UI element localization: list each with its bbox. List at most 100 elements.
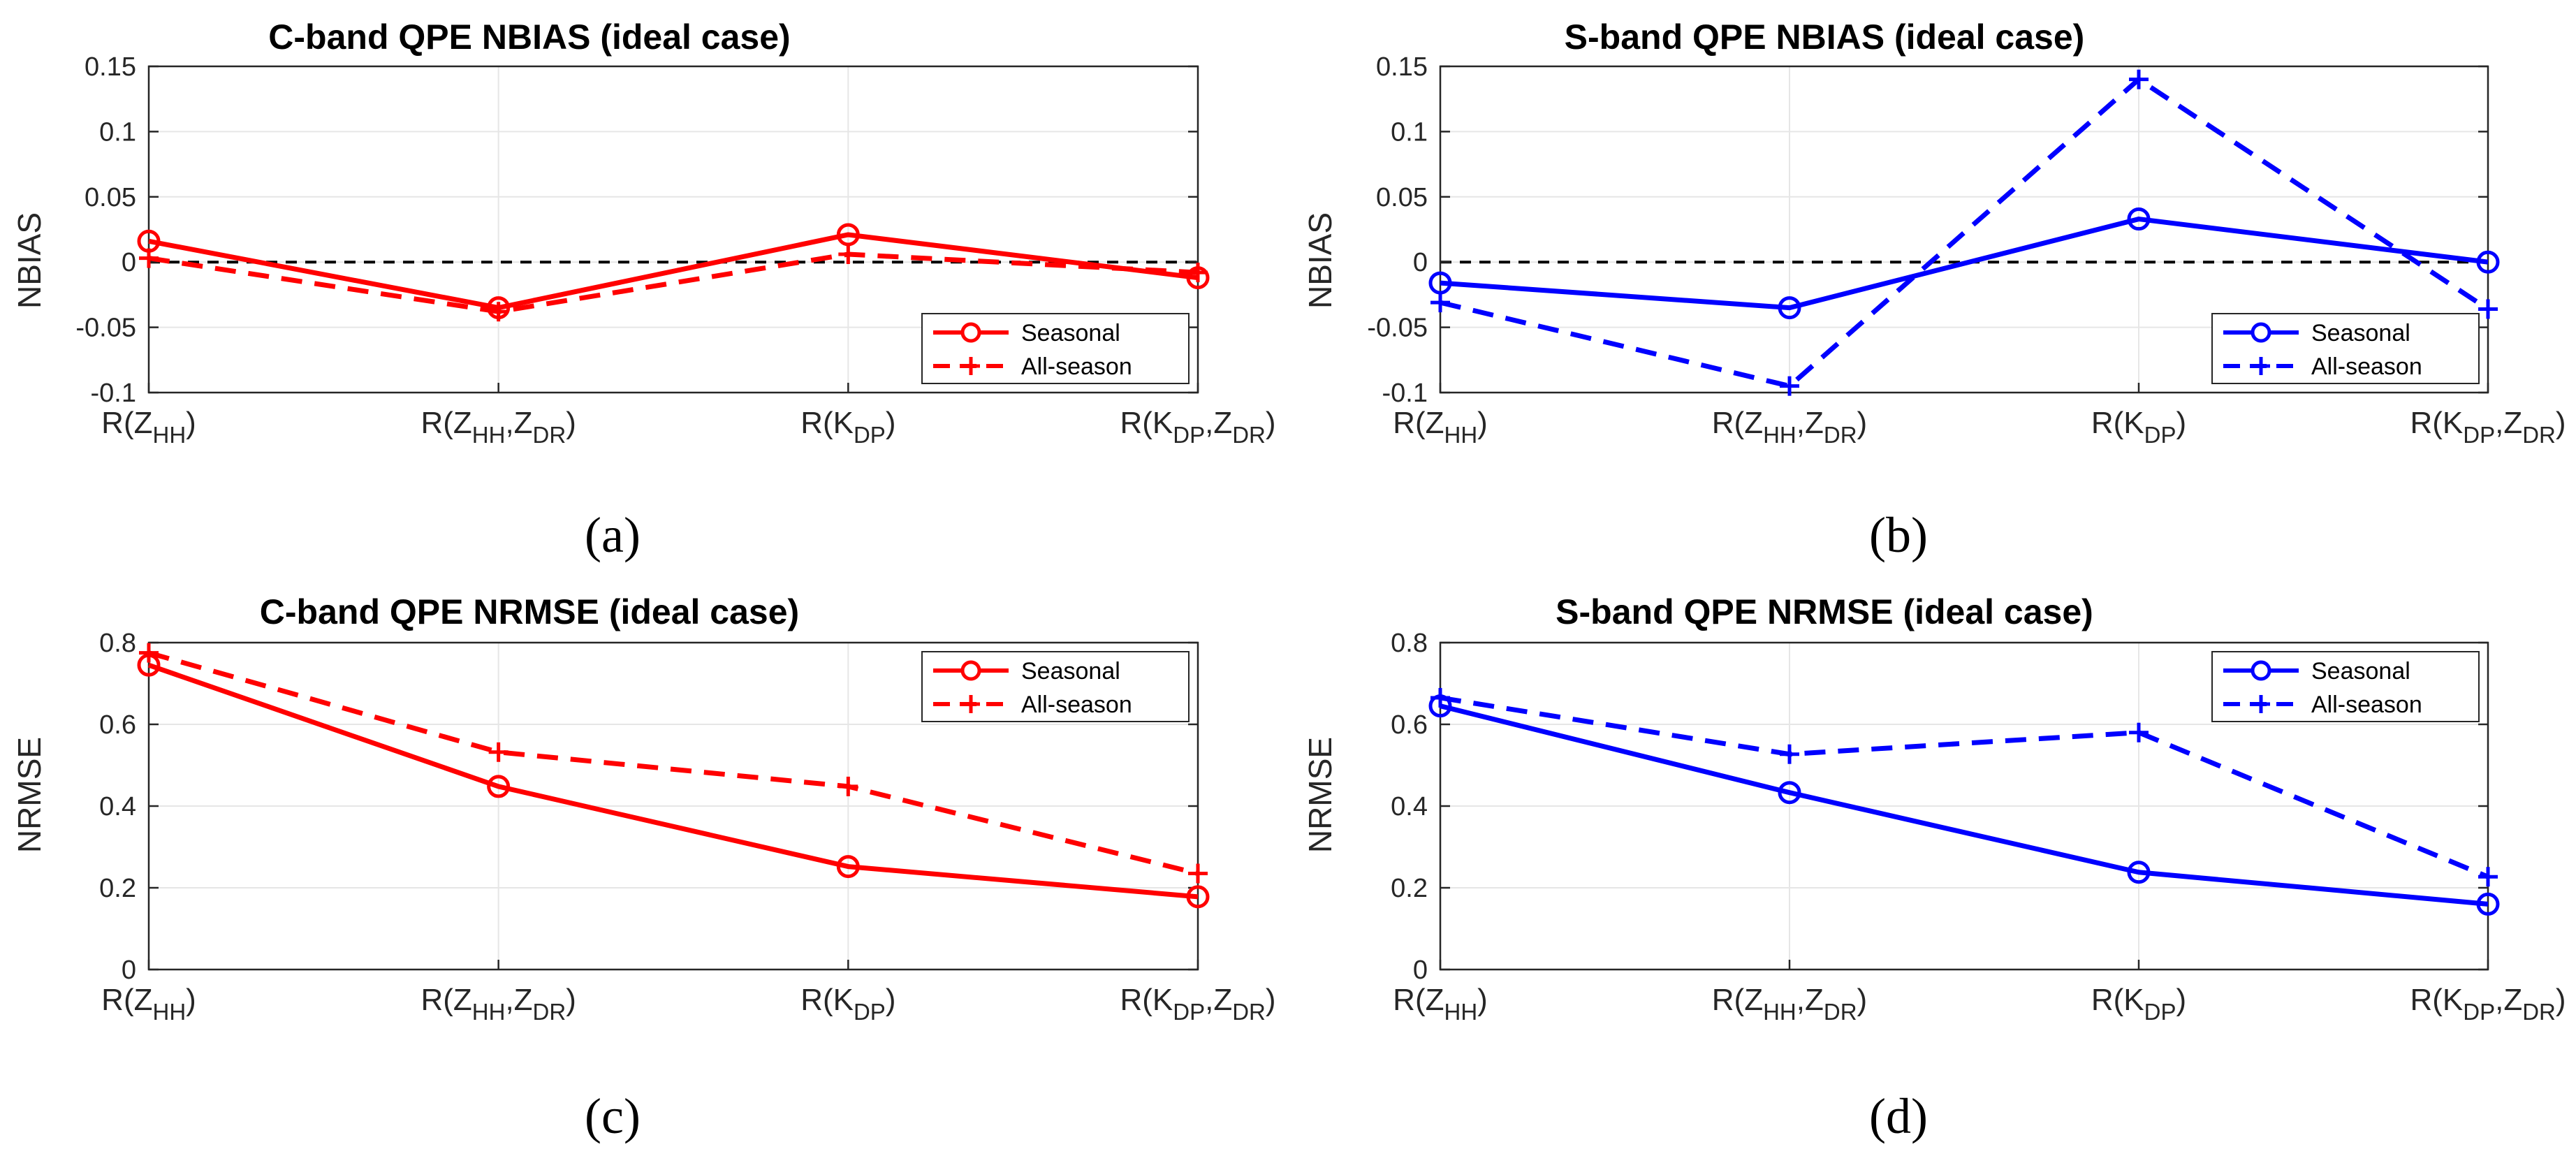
data-point-all-season (1430, 293, 1450, 313)
data-point-seasonal (836, 223, 860, 247)
panel-a-ylabel: NBIAS (11, 212, 47, 309)
series-line-seasonal (148, 232, 1199, 311)
panel-b: S-band QPE NBIAS (ideal case) (b) NBIAS (1302, 17, 2084, 563)
legend-label-seasonal: Seasonal (2311, 320, 2410, 346)
x-tick-label: R(ZHH,ZDR) (1712, 983, 1867, 1025)
y-tick-label: 0.15 (1376, 52, 1428, 82)
legend-marker (960, 660, 981, 681)
legend-marker (2251, 322, 2271, 343)
data-point-all-season (1780, 744, 1799, 764)
data-point-all-season (1188, 863, 1208, 884)
y-tick-label: 0.1 (1391, 117, 1428, 147)
x-tick-label: R(ZHH) (1393, 406, 1488, 448)
x-tick-label: R(ZHH,ZDR) (420, 406, 576, 448)
y-tick-label: -0.1 (1382, 379, 1428, 408)
legend-label-all-season: All-season (2311, 353, 2422, 380)
y-tick-label: -0.05 (1367, 314, 1428, 343)
axes-box (147, 65, 1199, 394)
panel-d-ylabel: NRMSE (1302, 737, 1338, 853)
data-point-seasonal (1778, 296, 1801, 320)
y-tick-label: 0.1 (99, 117, 136, 147)
data-point-seasonal (1186, 885, 1210, 909)
x-tick-label: R(KDP,ZDR) (2410, 406, 2566, 448)
data-point-seasonal (2127, 207, 2151, 231)
panel-d-title: S-band QPE NRMSE (ideal case) (1556, 592, 2093, 631)
legend-marker (2252, 357, 2270, 375)
panel-d-label: (d) (1869, 1088, 1928, 1144)
x-tick-label: R(ZHH) (101, 983, 196, 1025)
axes-box (1439, 65, 2489, 394)
legend: Seasonal All-season (2211, 651, 2480, 722)
legend-marker (2252, 695, 2270, 713)
series-line-seasonal (147, 662, 1199, 900)
series-line-seasonal (1440, 703, 2489, 907)
y-tick-label: -0.05 (75, 314, 136, 343)
data-point-all-season (1430, 687, 1450, 708)
y-tick-label: 0.6 (1391, 710, 1428, 740)
panel-d-axes: 0 0.2 0.4 0.6 0.8 R(ZHH) R(ZHH,ZDR) R(KDP) R(KDP… (1391, 629, 2566, 1025)
y-tick-label: 0 (122, 956, 136, 985)
y-tick-label: 0.6 (99, 710, 136, 740)
x-tick-label: R(KDP,ZDR) (1120, 983, 1275, 1025)
legend-label-seasonal: Seasonal (1021, 320, 1120, 346)
x-tick-label: R(KDP) (800, 406, 895, 448)
data-point-all-season (488, 742, 508, 762)
x-tick-label: R(ZHH) (1393, 983, 1488, 1025)
data-point-seasonal (487, 775, 511, 798)
x-tick-label: R(KDP) (2091, 983, 2186, 1025)
panel-a-label: (a) (585, 507, 641, 563)
x-tick-label: R(KDP,ZDR) (1120, 406, 1275, 448)
y-tick-label: 0 (1413, 956, 1428, 985)
legend: Seasonal All-season (921, 313, 1190, 384)
legend-label-seasonal: Seasonal (1021, 658, 1120, 685)
y-tick-label: 0.05 (85, 183, 136, 212)
legend-label-all-season: All-season (1021, 692, 1132, 718)
panel-c-title: C-band QPE NRMSE (ideal case) (260, 592, 799, 631)
legend-marker (962, 695, 980, 713)
panel-c-axes: 0 0.2 0.4 0.6 0.8 R(ZHH) R(ZHH,ZDR) R(KDP) R(KDP… (99, 629, 1275, 1025)
data-point-all-season (1780, 376, 1799, 396)
panel-b-label: (b) (1869, 507, 1928, 563)
legend-label-seasonal: Seasonal (2311, 658, 2410, 685)
y-tick-label: 0 (1413, 248, 1428, 277)
x-tick-label: R(ZHH) (101, 406, 196, 448)
data-point-seasonal (1778, 781, 1801, 805)
data-point-seasonal (2476, 892, 2500, 916)
panel-b-title: S-band QPE NBIAS (ideal case) (1565, 17, 2085, 57)
y-tick-label: 0.4 (1391, 792, 1428, 821)
x-tick-label: R(ZHH,ZDR) (1712, 406, 1867, 448)
series-line-seasonal (1440, 217, 2489, 311)
legend-marker (2251, 660, 2271, 681)
x-tick-label: R(KDP) (2091, 406, 2186, 448)
data-point-all-season (2129, 722, 2149, 743)
x-tick-label: R(KDP) (800, 983, 895, 1025)
y-tick-label: 0.8 (1391, 629, 1428, 658)
legend-marker (960, 322, 981, 343)
y-tick-label: 0.15 (85, 52, 136, 82)
y-tick-label: 0.2 (1391, 874, 1428, 903)
panel-b-ylabel: NBIAS (1302, 212, 1338, 309)
legend-label-all-season: All-season (2311, 692, 2422, 718)
y-tick-label: 0.8 (99, 629, 136, 658)
data-point-seasonal (836, 855, 860, 879)
data-point-all-season (1188, 263, 1208, 283)
panel-b-axes: -0.1 -0.05 0 0.05 0.1 0.15 R(ZHH) R(ZHH,ZDR) R(K… (1367, 52, 2566, 448)
data-point-all-season (2129, 69, 2149, 89)
data-point-all-season (139, 643, 159, 663)
panel-c: C-band QPE NRMSE (ideal case) (c) NRMSE (11, 592, 799, 1144)
series-line-all-season (1440, 695, 2489, 879)
panel-a-title: C-band QPE NBIAS (ideal case) (268, 17, 790, 57)
y-tick-label: 0 (122, 248, 136, 277)
series-line-all-season (1440, 77, 2489, 389)
panel-a-axes: -0.1 -0.05 0 0.05 0.1 0.15 R(ZHH) R(ZHH,ZDR) R(K… (75, 52, 1275, 448)
panel-a: C-band QPE NBIAS (ideal case) (a) NBIAS (11, 17, 791, 563)
y-tick-label: 0.2 (99, 874, 136, 903)
series-line-all-season (148, 650, 1199, 876)
data-point-all-season (2478, 299, 2498, 319)
panel-d: S-band QPE NRMSE (ideal case) (d) NRMSE (1302, 592, 2093, 1144)
x-tick-label: R(KDP,ZDR) (2410, 983, 2566, 1025)
series-line-all-season (148, 251, 1199, 314)
data-point-all-season (139, 248, 159, 268)
legend-label-all-season: All-season (1021, 353, 1132, 380)
